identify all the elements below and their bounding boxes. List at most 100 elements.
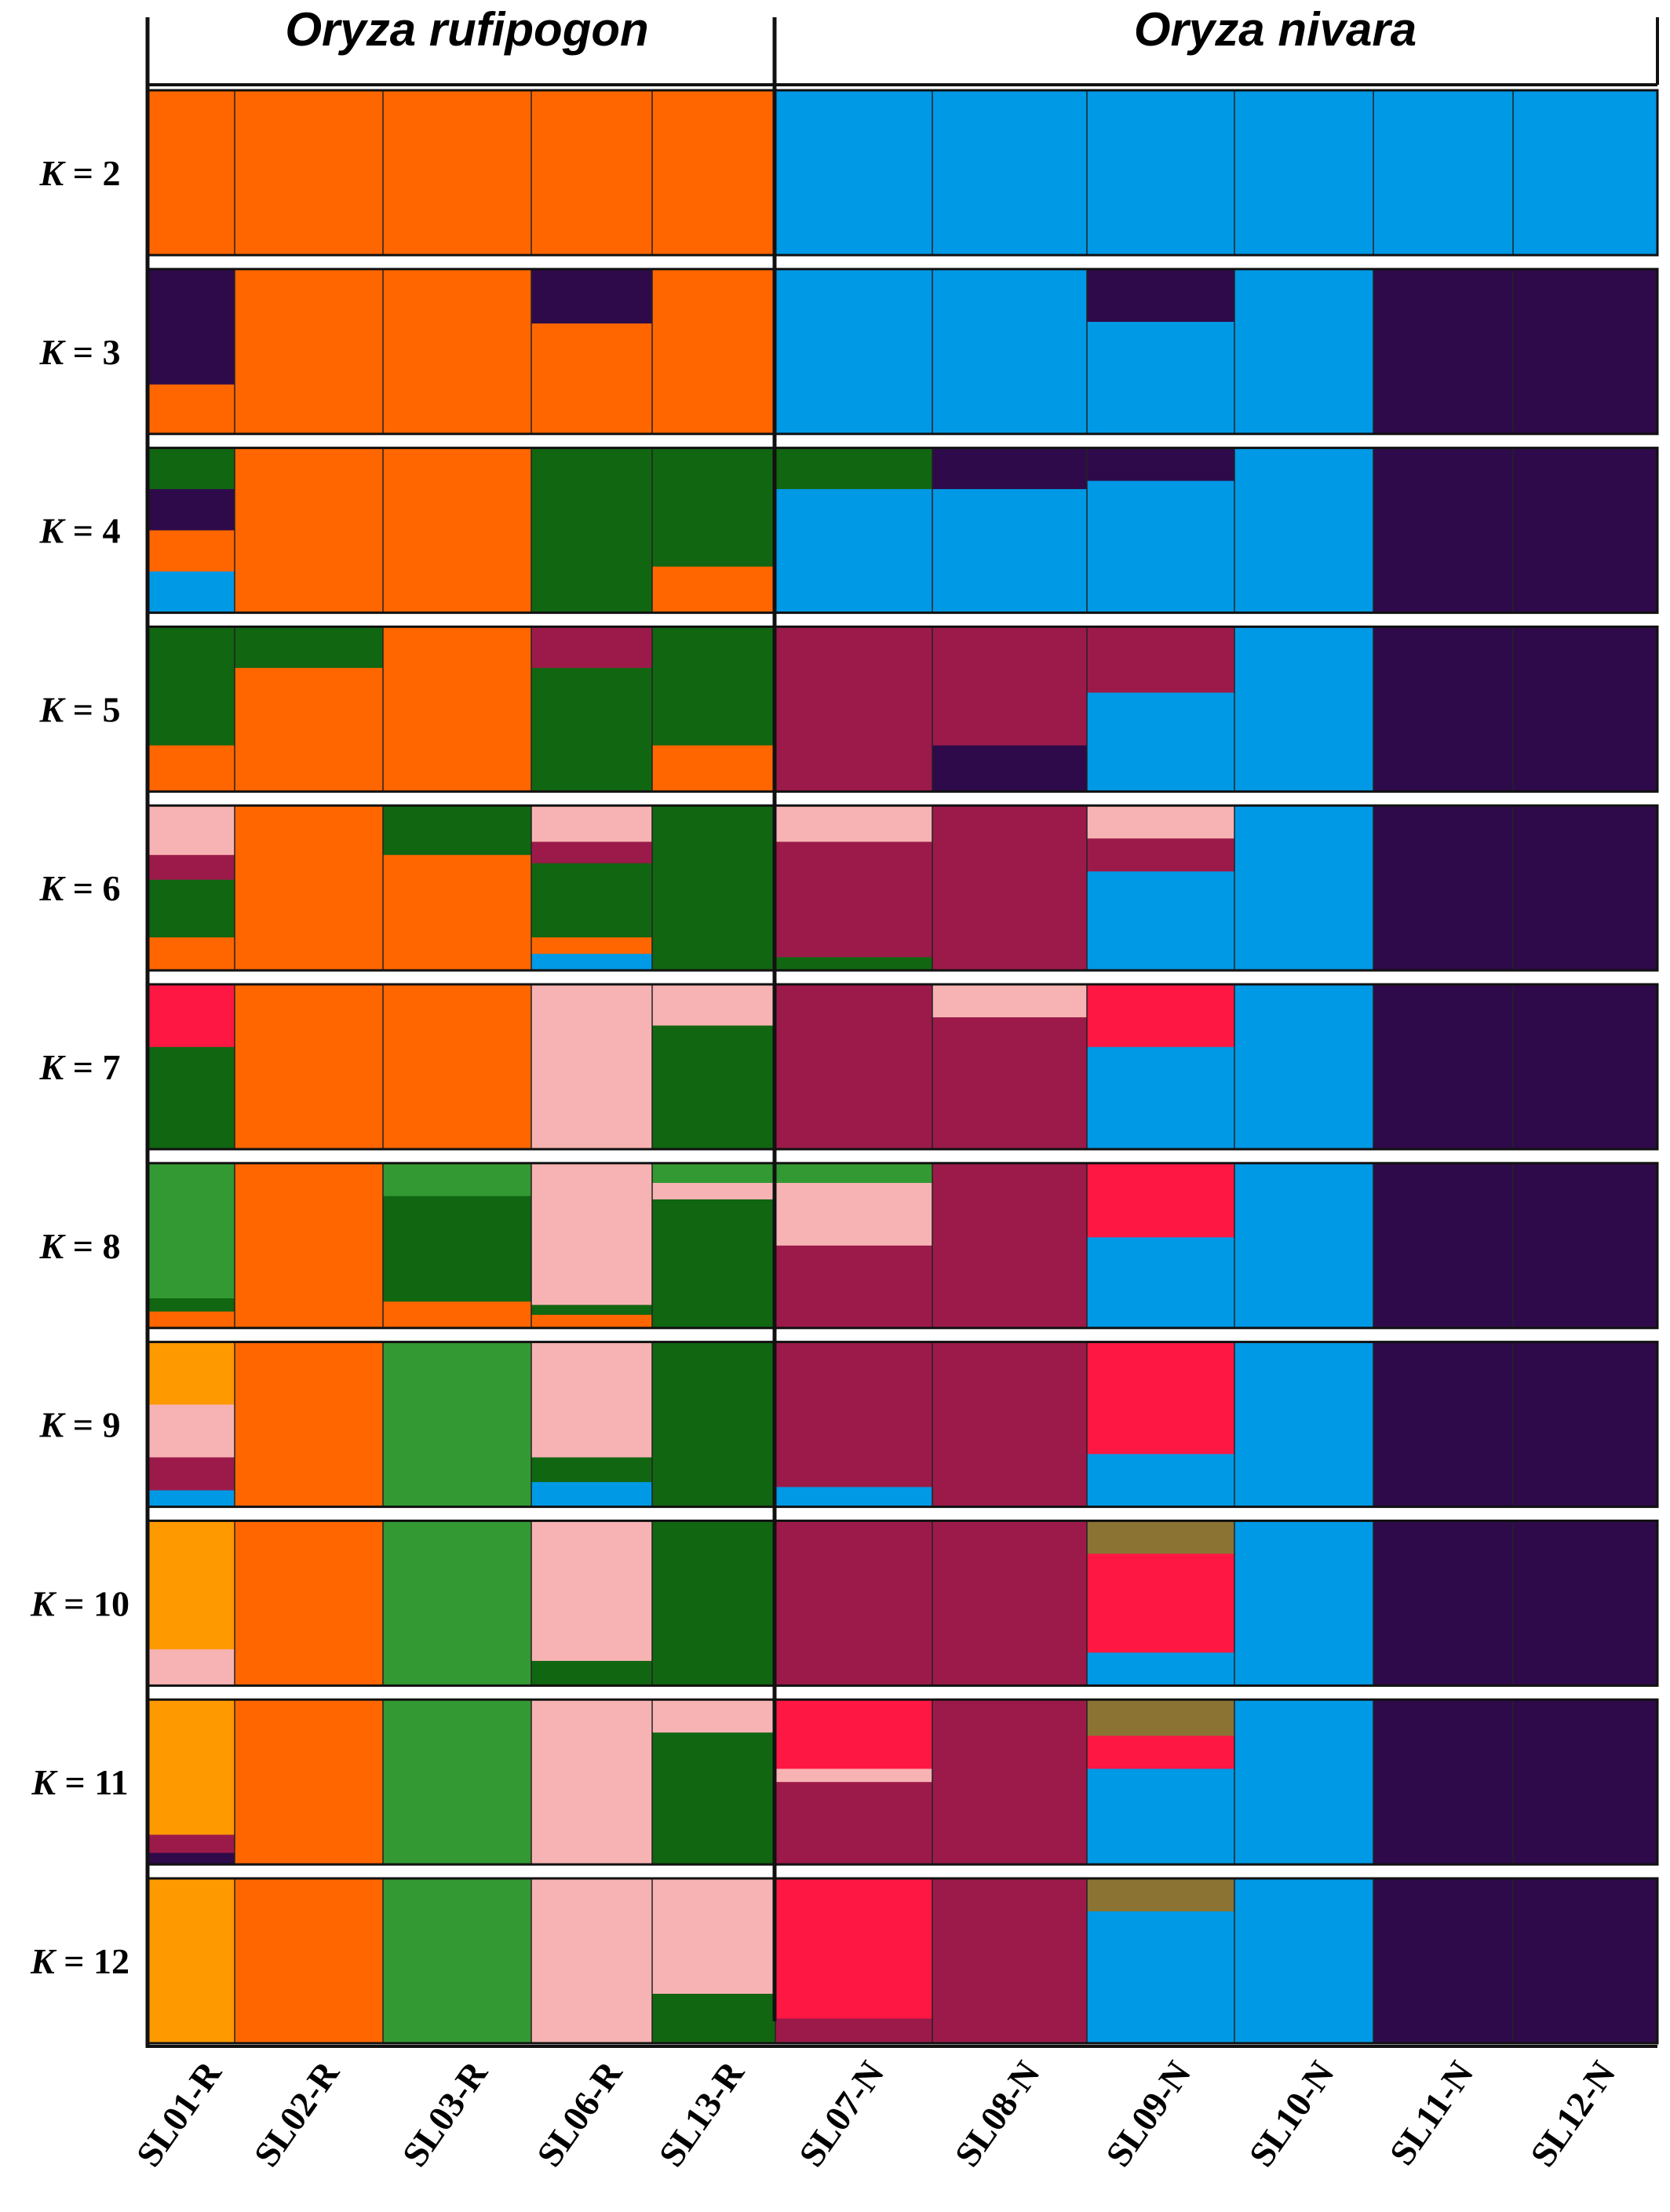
segment-sl09-n-blue bbox=[1087, 90, 1234, 256]
segment-sl07-n-maroon bbox=[775, 1245, 932, 1329]
segment-sl09-n-blue bbox=[1087, 1237, 1234, 1329]
segment-sl06-r-pink bbox=[531, 1699, 652, 1865]
k-label: K = 12 bbox=[30, 1941, 129, 1981]
segment-sl08-n-maroon bbox=[932, 1163, 1087, 1329]
k-symbol: K bbox=[39, 332, 67, 372]
species-label-rufipogon: Oryza rufipogon bbox=[285, 3, 648, 56]
segment-sl06-r-darkgreen bbox=[531, 667, 652, 792]
segment-sl01-r-navy bbox=[148, 489, 235, 531]
segment-sl10-n-blue bbox=[1234, 805, 1373, 971]
segment-sl03-r-orange bbox=[383, 1301, 531, 1329]
segment-sl13-r-darkgreen bbox=[652, 1199, 775, 1329]
k-value: = 8 bbox=[64, 1226, 120, 1266]
segment-sl06-r-blue bbox=[531, 954, 652, 971]
segment-sl07-n-maroon bbox=[775, 1782, 932, 1865]
k-value: = 9 bbox=[64, 1405, 120, 1445]
segment-sl07-n-blue bbox=[775, 90, 932, 256]
k-symbol: K bbox=[39, 1405, 67, 1445]
segment-sl12-n-navy bbox=[1513, 626, 1657, 792]
k-label: K = 2 bbox=[39, 153, 121, 193]
segment-sl06-r-pink bbox=[531, 805, 652, 842]
segment-sl02-r-orange bbox=[235, 1878, 383, 2044]
segment-sl13-r-darkgreen bbox=[652, 626, 775, 746]
segment-sl03-r-green bbox=[383, 1878, 531, 2044]
segment-sl12-n-navy bbox=[1513, 268, 1657, 435]
k-value: = 10 bbox=[55, 1583, 129, 1623]
segment-sl06-r-orange bbox=[531, 323, 652, 435]
segment-sl13-r-darkgreen bbox=[652, 1341, 775, 1508]
segment-sl01-r-pink bbox=[148, 1649, 235, 1686]
segment-sl07-n-pink bbox=[775, 1769, 932, 1783]
row-k10 bbox=[146, 1519, 1659, 1687]
k-value: = 11 bbox=[56, 1762, 129, 1802]
k-label: K = 9 bbox=[39, 1405, 121, 1445]
segment-sl13-r-pink bbox=[652, 984, 775, 1027]
population-label-sl07-n: SL07-N bbox=[791, 2053, 892, 2174]
segment-sl13-r-orange bbox=[652, 90, 775, 256]
species-label-nivara: Oryza nivara bbox=[1134, 3, 1417, 56]
k-value: = 12 bbox=[55, 1941, 129, 1981]
segment-sl13-r-darkgreen bbox=[652, 1025, 775, 1150]
segment-sl02-r-orange bbox=[235, 667, 383, 792]
segment-sl03-r-orange bbox=[383, 984, 531, 1150]
segment-sl09-n-blue bbox=[1087, 1911, 1234, 2044]
segment-sl11-n-navy bbox=[1373, 1163, 1513, 1329]
segment-sl10-n-blue bbox=[1234, 1878, 1373, 2044]
segment-sl09-n-blue bbox=[1087, 322, 1234, 435]
segment-sl01-r-blue bbox=[148, 1490, 235, 1508]
segment-sl07-n-pink bbox=[775, 805, 932, 842]
segment-sl10-n-blue bbox=[1234, 1341, 1373, 1508]
k-label: K = 5 bbox=[39, 689, 121, 729]
segment-sl01-r-orange bbox=[148, 745, 235, 792]
k-label: K = 8 bbox=[39, 1226, 121, 1266]
population-label-sl13-r: SL13-R bbox=[651, 2053, 752, 2174]
k-value: = 3 bbox=[64, 332, 120, 372]
segment-sl08-n-navy bbox=[932, 447, 1087, 490]
segment-sl01-r-maroon bbox=[148, 1457, 235, 1491]
segment-sl06-r-pink bbox=[531, 1163, 652, 1305]
segment-sl13-r-darkgreen bbox=[652, 1520, 775, 1686]
segment-sl09-n-pink bbox=[1087, 805, 1234, 839]
segment-sl08-n-maroon bbox=[932, 1341, 1087, 1508]
segment-sl13-r-darkgreen bbox=[652, 1732, 775, 1865]
segment-sl11-n-navy bbox=[1373, 984, 1513, 1150]
segment-sl07-n-maroon bbox=[775, 984, 932, 1150]
segment-sl12-n-navy bbox=[1513, 1163, 1657, 1329]
segment-sl12-n-navy bbox=[1513, 1341, 1657, 1508]
population-label-sl02-r: SL02-R bbox=[246, 2053, 347, 2174]
k-value: = 2 bbox=[64, 153, 120, 193]
segment-sl12-n-navy bbox=[1513, 984, 1657, 1150]
row-k8 bbox=[146, 1162, 1659, 1330]
segment-sl08-n-blue bbox=[932, 90, 1087, 256]
segment-sl12-n-navy bbox=[1513, 1878, 1657, 2044]
segment-sl03-r-orange bbox=[383, 447, 531, 614]
segment-sl02-r-orange bbox=[235, 1163, 383, 1329]
population-label-sl03-r: SL03-R bbox=[394, 2053, 495, 2174]
segment-sl01-r-pink bbox=[148, 1404, 235, 1458]
segment-sl01-r-green bbox=[148, 1163, 235, 1299]
population-label-sl09-n: SL09-N bbox=[1098, 2053, 1198, 2174]
segment-sl09-n-olive bbox=[1087, 1878, 1234, 1912]
species-header: Oryza rufipogon Oryza nivara bbox=[285, 3, 1417, 56]
segment-sl10-n-blue bbox=[1234, 90, 1373, 256]
segment-sl01-r-orange bbox=[148, 1311, 235, 1329]
k-value: = 7 bbox=[64, 1047, 120, 1087]
segment-sl09-n-blue bbox=[1087, 1454, 1234, 1508]
segment-sl09-n-red bbox=[1087, 1553, 1234, 1653]
segment-sl03-r-darkgreen bbox=[383, 1195, 531, 1302]
segment-sl10-n-blue bbox=[1234, 626, 1373, 792]
segment-sl08-n-pink bbox=[932, 984, 1087, 1018]
segment-sl01-r-blue bbox=[148, 571, 235, 614]
segment-sl08-n-maroon bbox=[932, 1878, 1087, 2044]
k-symbol: K bbox=[39, 1226, 67, 1266]
segment-sl07-n-blue bbox=[775, 489, 932, 614]
segment-sl06-r-darkgreen bbox=[531, 1305, 652, 1316]
segment-sl10-n-blue bbox=[1234, 447, 1373, 614]
row-k3 bbox=[146, 268, 1659, 436]
segment-sl08-n-maroon bbox=[932, 1699, 1087, 1865]
segment-sl02-r-orange bbox=[235, 268, 383, 435]
segment-sl13-r-green bbox=[652, 1163, 775, 1184]
segment-sl07-n-green bbox=[775, 1163, 932, 1184]
segment-sl03-r-green bbox=[383, 1341, 531, 1508]
segment-sl07-n-pink bbox=[775, 1183, 932, 1247]
